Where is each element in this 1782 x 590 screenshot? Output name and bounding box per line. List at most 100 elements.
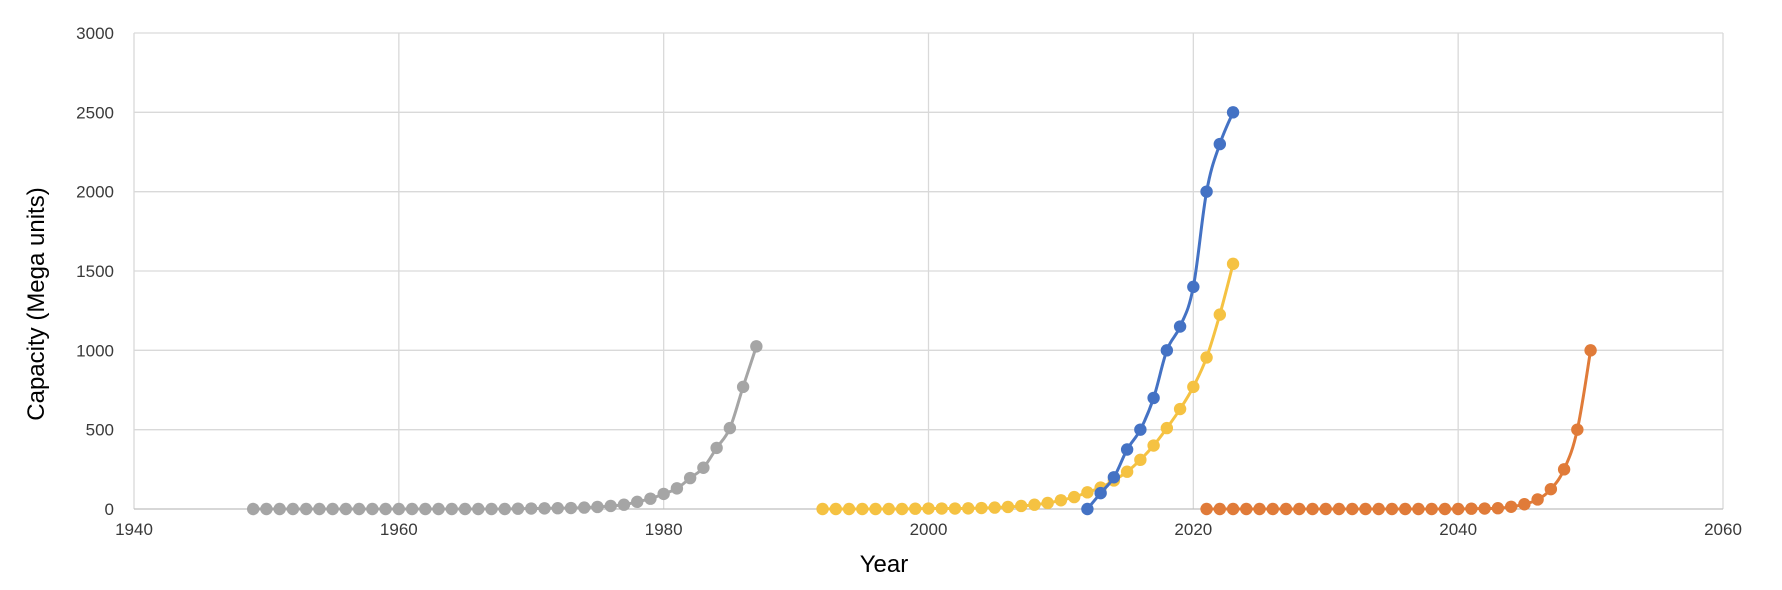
data-point bbox=[1584, 344, 1597, 357]
data-point bbox=[816, 502, 829, 516]
data-point bbox=[1213, 502, 1227, 516]
data-point bbox=[1438, 502, 1452, 516]
data-point bbox=[1504, 500, 1518, 513]
data-point bbox=[856, 502, 869, 516]
data-point bbox=[1226, 106, 1240, 119]
series-1 bbox=[246, 340, 763, 516]
data-series bbox=[246, 106, 1597, 516]
data-point bbox=[1001, 500, 1015, 514]
data-point bbox=[909, 502, 922, 515]
data-point bbox=[299, 502, 313, 516]
data-point bbox=[1120, 443, 1134, 456]
data-point bbox=[1359, 502, 1372, 516]
data-point bbox=[485, 502, 498, 516]
data-point bbox=[1067, 490, 1081, 504]
data-point bbox=[736, 380, 750, 394]
x-axis-title: Year bbox=[860, 551, 909, 578]
data-point bbox=[1173, 402, 1187, 416]
data-point bbox=[286, 502, 300, 516]
data-point bbox=[1187, 380, 1200, 394]
y-tick-label: 2500 bbox=[76, 103, 114, 122]
data-point bbox=[405, 502, 419, 516]
data-point bbox=[988, 501, 1001, 514]
data-point bbox=[922, 502, 935, 515]
data-point bbox=[657, 487, 670, 501]
x-tick-label: 1940 bbox=[115, 520, 153, 539]
data-point bbox=[432, 502, 445, 516]
data-point bbox=[1147, 391, 1160, 405]
data-point bbox=[1213, 137, 1227, 151]
data-point bbox=[472, 502, 485, 516]
data-point bbox=[352, 502, 366, 516]
data-point bbox=[1041, 496, 1054, 510]
data-point bbox=[1451, 502, 1465, 516]
data-point bbox=[1346, 502, 1359, 516]
data-point bbox=[630, 495, 644, 509]
data-point bbox=[591, 500, 604, 514]
data-point bbox=[882, 502, 895, 516]
data-point bbox=[458, 502, 472, 516]
series-line bbox=[822, 263, 1235, 511]
x-tick-labels: 1940 1960 1980 2000 2020 2040 2060 bbox=[115, 520, 1742, 539]
data-point bbox=[644, 492, 657, 505]
data-point bbox=[326, 502, 339, 516]
data-point bbox=[869, 502, 882, 516]
data-point bbox=[935, 502, 948, 515]
data-point bbox=[313, 502, 326, 516]
x-tick-label: 2040 bbox=[1439, 520, 1477, 539]
x-tick-label: 2020 bbox=[1174, 520, 1212, 539]
data-point bbox=[551, 502, 564, 515]
data-point bbox=[1557, 463, 1571, 476]
data-point bbox=[246, 502, 260, 516]
data-point bbox=[723, 421, 737, 435]
data-point bbox=[1160, 421, 1174, 435]
data-point bbox=[1399, 502, 1412, 516]
y-tick-label: 0 bbox=[105, 500, 114, 519]
data-point bbox=[1134, 453, 1147, 467]
data-point bbox=[1491, 502, 1505, 515]
data-point bbox=[1240, 502, 1253, 516]
data-point bbox=[1173, 320, 1187, 333]
data-point bbox=[948, 502, 962, 515]
data-point bbox=[1028, 498, 1041, 511]
data-point bbox=[498, 502, 511, 516]
data-point bbox=[1120, 465, 1134, 478]
data-point bbox=[1518, 498, 1531, 511]
data-point bbox=[578, 501, 591, 514]
data-point bbox=[1226, 257, 1240, 271]
data-point bbox=[697, 461, 710, 474]
data-point bbox=[1531, 493, 1544, 506]
series-3 bbox=[1081, 106, 1240, 516]
series-line bbox=[1086, 111, 1235, 510]
data-point bbox=[1054, 494, 1068, 507]
data-point bbox=[975, 501, 988, 515]
data-point bbox=[962, 502, 975, 515]
data-point bbox=[1293, 502, 1306, 516]
data-point bbox=[1372, 502, 1385, 516]
series-4 bbox=[1200, 344, 1597, 516]
x-tick-label: 1980 bbox=[645, 520, 683, 539]
data-point bbox=[670, 482, 684, 495]
data-point bbox=[829, 502, 843, 516]
data-point bbox=[1213, 308, 1227, 321]
y-axis-title: Capacity (Mega units) bbox=[23, 187, 50, 420]
data-point bbox=[379, 502, 392, 516]
data-point bbox=[710, 441, 723, 455]
data-point bbox=[1266, 502, 1279, 516]
data-point bbox=[511, 502, 525, 515]
data-point bbox=[750, 340, 763, 353]
data-point bbox=[366, 502, 379, 516]
data-point bbox=[1014, 499, 1028, 513]
data-point bbox=[445, 502, 458, 516]
data-point bbox=[273, 502, 286, 516]
data-point bbox=[1200, 502, 1213, 516]
data-point bbox=[1081, 486, 1094, 499]
data-point bbox=[1279, 502, 1293, 516]
data-point bbox=[617, 498, 631, 511]
data-point bbox=[1094, 486, 1107, 500]
data-point bbox=[1478, 502, 1491, 515]
y-tick-label: 1000 bbox=[76, 341, 114, 360]
data-point bbox=[1306, 502, 1319, 516]
data-point bbox=[392, 502, 406, 516]
